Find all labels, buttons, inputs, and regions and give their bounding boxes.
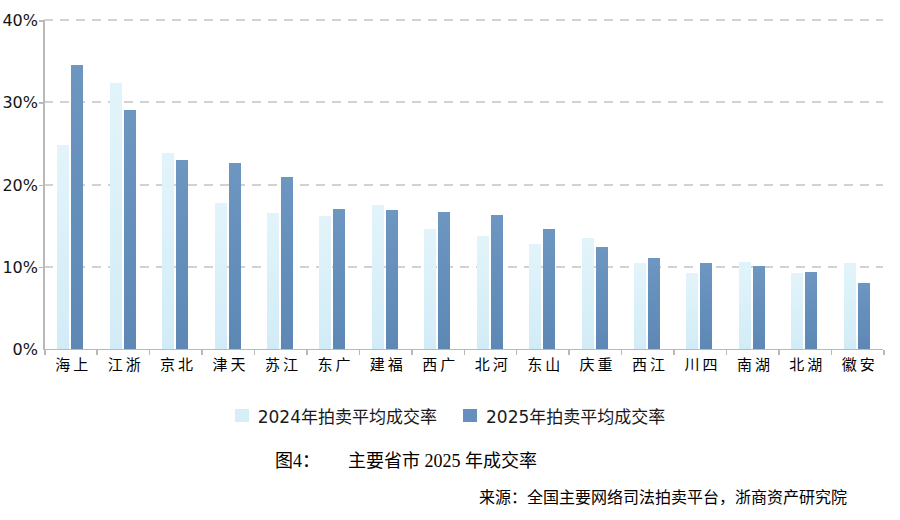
x-axis-label-广东: 广东 [314,357,350,374]
bar-广西-2025年 [438,212,450,349]
bar-福建-2024年 [372,205,384,349]
bar-湖北-2025年 [805,272,817,349]
legend-item-2024: 2024年拍卖平均成交率 [235,403,437,428]
bar-浙江-2024年 [110,83,122,349]
bar-江苏-2025年 [281,177,293,349]
bar-广东-2024年 [319,216,331,349]
bar-湖北-2024年 [791,273,803,349]
chart-legend: 2024年拍卖平均成交率 2025年拍卖平均成交率 [0,403,900,428]
y-axis-label-20%: 20% [2,175,44,194]
bar-江西-2025年 [648,258,660,349]
x-axis-tick [464,350,466,355]
x-axis-label-重庆: 重庆 [577,357,613,374]
x-axis-label-河北: 河北 [472,357,508,374]
x-axis-label-江苏: 江苏 [262,357,298,374]
legend-swatch-2024 [235,409,249,422]
figure-auction-rates: 0% 10% 20% 30% 40% 上海浙江北京天津江苏广东福建广西河北山东重庆江西四川… [0,0,900,520]
y-axis-label-40%: 40% [2,11,44,30]
x-axis-tick [673,350,675,355]
bar-福建-2025年 [386,210,398,349]
bar-上海-2024年 [57,145,69,349]
x-axis-label-福建: 福建 [367,357,403,374]
bar-江西-2024年 [634,263,646,349]
bar-北京-2024年 [162,153,174,349]
x-axis-tick [568,350,570,355]
x-axis-label-天津: 天津 [210,357,246,374]
bar-安徽-2025年 [858,283,870,349]
x-axis-label-安徽: 安徽 [839,357,875,374]
bar-湖南-2025年 [753,266,765,349]
x-axis-tick [831,350,833,355]
source-line: 来源：全国主要网络司法拍卖平台，浙商资产研究院 [0,484,847,508]
x-axis-tick [44,350,46,355]
x-axis-label-四川: 四川 [681,357,717,374]
x-axis-label-广西: 广西 [419,357,455,374]
bar-北京-2025年 [176,160,188,349]
y-axis-label-0%: 0% [13,340,44,359]
legend-item-2025: 2025年拍卖平均成交率 [463,403,665,428]
gridline-30% [44,101,883,103]
legend-label-2024: 2024年拍卖平均成交率 [258,403,437,428]
bar-天津-2025年 [229,163,241,349]
x-axis-tick [201,350,203,355]
y-axis-label-30%: 30% [2,93,44,112]
x-axis-tick [621,350,623,355]
bar-湖南-2024年 [739,262,751,349]
bar-安徽-2024年 [844,263,856,349]
x-axis-label-湖北: 湖北 [786,357,822,374]
bar-天津-2024年 [215,203,227,349]
x-axis-tick [726,350,728,355]
x-axis-tick [516,350,518,355]
x-axis-label-北京: 北京 [157,357,193,374]
bar-四川-2025年 [700,263,712,349]
x-axis-label-湖南: 湖南 [734,357,770,374]
legend-swatch-2025 [463,409,477,422]
x-axis-tick [149,350,151,355]
x-axis-tick [883,350,885,355]
bar-河北-2024年 [477,236,489,350]
bar-江苏-2024年 [267,213,279,349]
y-axis-label-10%: 10% [2,257,44,276]
x-axis-tick [96,350,98,355]
figure-title: 主要省市 2025 年成交率 [348,446,537,472]
x-axis-tick [778,350,780,355]
bar-重庆-2024年 [582,238,594,349]
x-axis-tick [306,350,308,355]
bar-chart-plot-area: 0%10%20%30%40%上海浙江北京天津江苏广东福建广西河北山东重庆江西四川… [44,20,883,349]
bar-山东-2024年 [529,244,541,349]
bar-四川-2024年 [686,273,698,349]
x-axis-label-浙江: 浙江 [105,357,141,374]
bar-浙江-2025年 [124,110,136,349]
figure-number: 图4： [275,446,320,472]
bar-山东-2025年 [543,229,555,349]
gridline-40% [44,19,883,21]
bar-广西-2024年 [424,229,436,349]
x-axis-label-上海: 上海 [52,357,88,374]
bar-广东-2025年 [333,209,345,349]
bar-重庆-2025年 [596,247,608,349]
bar-上海-2025年 [71,65,83,349]
x-axis-tick [359,350,361,355]
figure-caption: 图4： 主要省市 2025 年成交率 [275,446,537,472]
x-axis-label-江西: 江西 [629,357,665,374]
x-axis-tick [254,350,256,355]
y-axis-line [43,20,45,349]
legend-label-2025: 2025年拍卖平均成交率 [486,403,665,428]
x-axis-tick [411,350,413,355]
x-axis-label-山东: 山东 [524,357,560,374]
bar-河北-2025年 [491,215,503,349]
